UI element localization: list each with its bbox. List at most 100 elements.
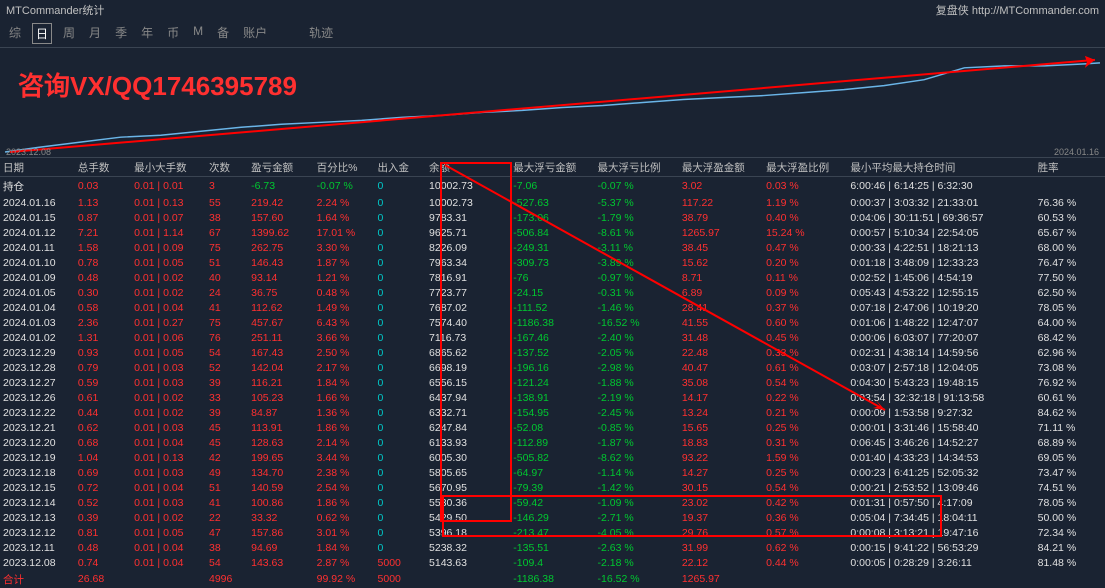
table-row[interactable]: 2023.12.210.620.01 | 0.0345113.911.86 %0…	[0, 420, 1105, 435]
nav-bar: 综日周月季年币M备账户 轨迹	[0, 20, 1105, 48]
cell: 0:01:40 | 4:33:23 | 14:34:53	[847, 450, 1034, 465]
nav-item-8[interactable]: 备	[214, 23, 232, 44]
cell: 0	[375, 405, 427, 420]
cell: 0.52	[75, 495, 131, 510]
cell: 9783.31	[426, 210, 510, 225]
col-次数[interactable]: 次数	[206, 158, 248, 177]
cell: 0.79	[75, 360, 131, 375]
table-row[interactable]: 2023.12.280.790.01 | 0.0352142.042.17 %0…	[0, 360, 1105, 375]
col-胜率[interactable]: 胜率	[1035, 158, 1105, 177]
nav-item-1[interactable]: 日	[32, 23, 52, 44]
cell: 2.17 %	[314, 360, 375, 375]
cell: -135.51	[510, 540, 594, 555]
table-row[interactable]: 2023.12.120.810.01 | 0.0547157.863.01 %0…	[0, 525, 1105, 540]
nav-item-7[interactable]: M	[190, 23, 206, 44]
cell: -137.52	[510, 345, 594, 360]
col-最大浮亏比例[interactable]: 最大浮亏比例	[595, 158, 679, 177]
cell: 0	[375, 225, 427, 240]
col-百分比%[interactable]: 百分比%	[314, 158, 375, 177]
cell: 2023.12.29	[0, 345, 75, 360]
col-最大浮亏金额[interactable]: 最大浮亏金额	[510, 158, 594, 177]
table-row[interactable]: 2023.12.220.440.01 | 0.023984.871.36 %06…	[0, 405, 1105, 420]
nav-item-9[interactable]: 账户	[240, 23, 270, 44]
nav-item-4[interactable]: 季	[112, 23, 130, 44]
cell: 0:00:09 | 1:53:58 | 9:27:32	[847, 405, 1034, 420]
table-row[interactable]: 2023.12.080.740.01 | 0.0454143.632.87 %5…	[0, 555, 1105, 570]
table-row[interactable]: 2023.12.200.680.01 | 0.0445128.632.14 %0…	[0, 435, 1105, 450]
col-盈亏金额[interactable]: 盈亏金额	[248, 158, 314, 177]
cell: 0.01 | 0.04	[131, 300, 206, 315]
table-row[interactable]: 2024.01.040.580.01 | 0.0441112.621.49 %0…	[0, 300, 1105, 315]
nav-item-12[interactable]: 轨迹	[306, 23, 336, 44]
col-最大浮盈比例[interactable]: 最大浮盈比例	[763, 158, 847, 177]
cell: 0.30	[75, 285, 131, 300]
col-最小平均最大持仓时间[interactable]: 最小平均最大持仓时间	[847, 158, 1034, 177]
table-row[interactable]: 2023.12.290.930.01 | 0.0554167.432.50 %0…	[0, 345, 1105, 360]
cell: 6133.93	[426, 435, 510, 450]
col-最小大手数[interactable]: 最小大手数	[131, 158, 206, 177]
nav-item-3[interactable]: 月	[86, 23, 104, 44]
nav-item-0[interactable]: 综	[6, 23, 24, 44]
cell: 0:00:23 | 6:41:25 | 52:05:32	[847, 465, 1034, 480]
table-row[interactable]: 合计26.68499699.92 %5000-1186.38-16.52 %12…	[0, 570, 1105, 588]
cell: 0.58	[75, 300, 131, 315]
table-row[interactable]: 2023.12.140.520.01 | 0.0341100.861.86 %0…	[0, 495, 1105, 510]
col-总手数[interactable]: 总手数	[75, 158, 131, 177]
cell: 42	[206, 450, 248, 465]
table-row[interactable]: 2024.01.050.300.01 | 0.022436.750.48 %07…	[0, 285, 1105, 300]
cell: 2023.12.28	[0, 360, 75, 375]
cell: 0	[375, 390, 427, 405]
table-row[interactable]: 2024.01.127.210.01 | 1.14671399.6217.01 …	[0, 225, 1105, 240]
cell: 2023.12.08	[0, 555, 75, 570]
cell: 6.43 %	[314, 315, 375, 330]
cell: 0:02:52 | 1:45:06 | 4:54:19	[847, 270, 1034, 285]
cell: 1.49 %	[314, 300, 375, 315]
table-row[interactable]: 2023.12.110.480.01 | 0.043894.691.84 %05…	[0, 540, 1105, 555]
col-最大浮盈金额[interactable]: 最大浮盈金额	[679, 158, 763, 177]
table-row[interactable]: 2024.01.111.580.01 | 0.0975262.753.30 %0…	[0, 240, 1105, 255]
table-row[interactable]: 2024.01.150.870.01 | 0.0738157.601.64 %0…	[0, 210, 1105, 225]
table-row[interactable]: 2024.01.161.130.01 | 0.1355219.422.24 %0…	[0, 195, 1105, 210]
chart-start-date: 2023.12.08	[6, 147, 51, 157]
nav-item-11[interactable]	[292, 23, 298, 44]
col-余额[interactable]: 余额	[426, 158, 510, 177]
cell: 0	[375, 345, 427, 360]
app-link[interactable]: http://MTCommander.com	[972, 5, 1099, 17]
table-row[interactable]: 2023.12.130.390.01 | 0.022233.320.62 %05…	[0, 510, 1105, 525]
table-row[interactable]: 2023.12.180.690.01 | 0.0349134.702.38 %0…	[0, 465, 1105, 480]
cell: 0.45 %	[763, 330, 847, 345]
cell: 4996	[206, 570, 248, 588]
table-row[interactable]: 2024.01.021.310.01 | 0.0676251.113.66 %0…	[0, 330, 1105, 345]
cell: 0.01 | 0.04	[131, 540, 206, 555]
cell: 0.01 | 0.09	[131, 240, 206, 255]
table-row[interactable]: 2023.12.150.720.01 | 0.0451140.592.54 %0…	[0, 480, 1105, 495]
cell: 10002.73	[426, 195, 510, 210]
nav-item-5[interactable]: 年	[138, 23, 156, 44]
table-row[interactable]: 2024.01.090.480.01 | 0.024093.141.21 %07…	[0, 270, 1105, 285]
col-日期[interactable]: 日期	[0, 158, 75, 177]
cell: -1.46 %	[595, 300, 679, 315]
table-row[interactable]: 2023.12.191.040.01 | 0.1342199.653.44 %0…	[0, 450, 1105, 465]
cell: -1.87 %	[595, 435, 679, 450]
cell: 0.01 | 0.02	[131, 270, 206, 285]
cell: 157.86	[248, 525, 314, 540]
cell: 1.64 %	[314, 210, 375, 225]
cell: 19.37	[679, 510, 763, 525]
cell: 2024.01.04	[0, 300, 75, 315]
nav-item-6[interactable]: 币	[164, 23, 182, 44]
table-row[interactable]: 2024.01.100.780.01 | 0.0551146.431.87 %0…	[0, 255, 1105, 270]
table-row[interactable]: 2023.12.270.590.01 | 0.0339116.211.84 %0…	[0, 375, 1105, 390]
cell: 0	[375, 255, 427, 270]
cell: 1.66 %	[314, 390, 375, 405]
cell: 0	[375, 330, 427, 345]
table-row[interactable]: 持仓0.030.01 | 0.013-6.73-0.07 %010002.73-…	[0, 177, 1105, 196]
col-出入金[interactable]: 出入金	[375, 158, 427, 177]
nav-item-2[interactable]: 周	[60, 23, 78, 44]
table-row[interactable]: 2024.01.032.360.01 | 0.2775457.676.43 %0…	[0, 315, 1105, 330]
cell: 1.04	[75, 450, 131, 465]
cell: 22.48	[679, 345, 763, 360]
cell: 3.02	[679, 177, 763, 196]
table-row[interactable]: 2023.12.260.610.01 | 0.0233105.231.66 %0…	[0, 390, 1105, 405]
cell: 0.61	[75, 390, 131, 405]
nav-item-10[interactable]	[278, 23, 284, 44]
